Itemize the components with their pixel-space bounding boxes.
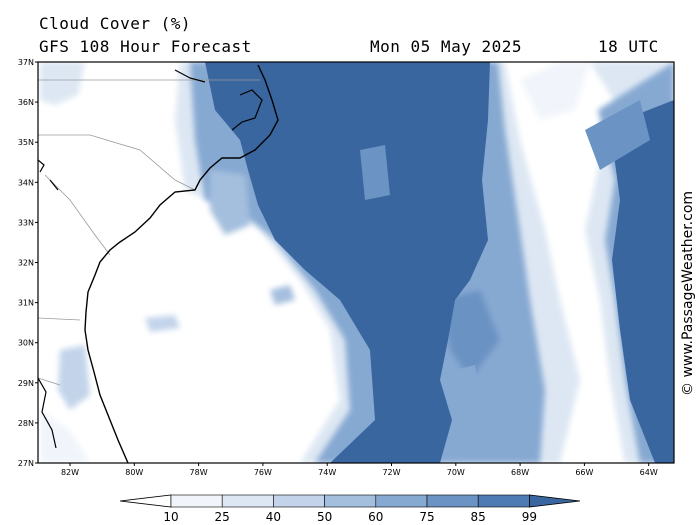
colorbar: 10 25 40 50 60 75 85 99 bbox=[119, 494, 581, 524]
map-title: Cloud Cover (%) bbox=[39, 14, 191, 33]
colorbar-label: 10 bbox=[163, 510, 178, 524]
colorbar-label: 75 bbox=[419, 510, 434, 524]
latitude-axis: 37N 36N 35N 34N 33N 32N 31N 30N 29N 28N 27N bbox=[18, 58, 38, 468]
lon-label: 66W bbox=[575, 468, 593, 477]
colorbar-label: 50 bbox=[317, 510, 332, 524]
forecast-time: 18 UTC bbox=[598, 37, 659, 56]
lon-label: 82W bbox=[61, 468, 79, 477]
longitude-axis: 82W 80W 78W 76W 74W 72W 70W 68W 66W 64W bbox=[61, 463, 658, 477]
cloud-cover-field bbox=[38, 62, 674, 463]
lon-label: 80W bbox=[125, 468, 143, 477]
lat-label: 37N bbox=[18, 58, 34, 67]
forecast-subtitle: GFS 108 Hour Forecast bbox=[39, 37, 252, 56]
colorbar-label: 60 bbox=[368, 510, 383, 524]
lat-label: 31N bbox=[18, 299, 34, 308]
colorbar-label: 85 bbox=[471, 510, 486, 524]
lat-label: 29N bbox=[18, 379, 34, 388]
lon-label: 76W bbox=[254, 468, 272, 477]
coastlines bbox=[38, 64, 279, 463]
lat-label: 36N bbox=[18, 98, 34, 107]
lat-label: 27N bbox=[18, 459, 34, 468]
colorbar-segment bbox=[273, 494, 325, 508]
colorbar-segment bbox=[221, 494, 274, 508]
lon-label: 70W bbox=[447, 468, 465, 477]
colorbar-max-arrow bbox=[529, 494, 581, 508]
lat-label: 33N bbox=[18, 218, 34, 227]
colorbar-segment bbox=[477, 494, 530, 508]
colorbar-segment bbox=[170, 494, 223, 508]
lon-label: 64W bbox=[640, 468, 658, 477]
lat-label: 30N bbox=[18, 339, 34, 348]
lat-label: 34N bbox=[18, 178, 34, 187]
lat-label: 32N bbox=[18, 259, 34, 268]
lon-label: 78W bbox=[190, 468, 208, 477]
lon-label: 72W bbox=[382, 468, 400, 477]
colorbar-segment bbox=[426, 494, 479, 508]
colorbar-label: 40 bbox=[266, 510, 281, 524]
colorbar-segment bbox=[375, 494, 428, 508]
colorbar-min-arrow bbox=[119, 494, 172, 508]
colorbar-label: 25 bbox=[215, 510, 230, 524]
lat-label: 28N bbox=[18, 419, 34, 428]
forecast-date: Mon 05 May 2025 bbox=[370, 37, 522, 56]
lon-label: 68W bbox=[511, 468, 529, 477]
colorbar-label: 99 bbox=[522, 510, 537, 524]
lon-label: 74W bbox=[318, 468, 336, 477]
colorbar-segment bbox=[324, 494, 377, 508]
lat-label: 35N bbox=[18, 138, 34, 147]
